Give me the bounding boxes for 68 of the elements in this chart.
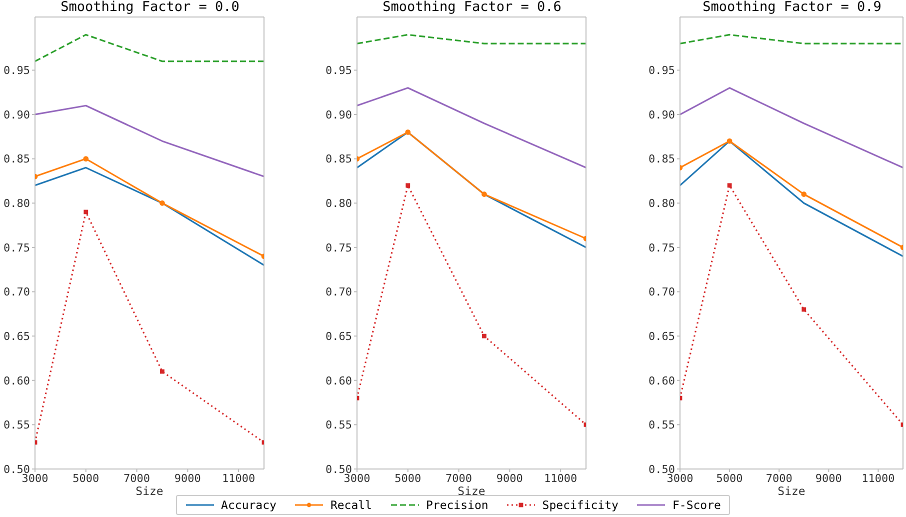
point — [160, 369, 164, 374]
point — [482, 192, 487, 197]
x-tick-label: 7000 — [124, 472, 150, 485]
x-tick-label: 11000 — [862, 472, 895, 485]
y-tick-label: 0.70 — [648, 286, 675, 299]
y-tick-label: 0.95 — [326, 64, 352, 78]
y-tick-label: 0.65 — [648, 330, 675, 343]
x-tick-label: 3000 — [344, 472, 370, 485]
y-tick-label: 0.70 — [326, 286, 352, 299]
y-tick-label: 0.55 — [648, 418, 675, 432]
y-tick-label: 0.60 — [4, 374, 30, 388]
y-tick-label: 0.85 — [648, 152, 675, 166]
x-tick-label: 11000 — [544, 472, 578, 485]
y-tick-label: 0.75 — [326, 241, 352, 254]
x-axis-title: Size — [136, 484, 164, 498]
y-tick-label: 0.85 — [4, 152, 30, 166]
point — [802, 307, 806, 312]
x-axis-title: Size — [778, 484, 806, 498]
x-tick-label: 7000 — [446, 472, 472, 485]
legend-label: Precision — [426, 498, 488, 512]
x-tick-label: 9000 — [174, 472, 201, 485]
point — [84, 210, 88, 214]
x-axis-title: Size — [458, 484, 486, 498]
point — [406, 183, 410, 188]
x-tick-label: 5000 — [72, 472, 100, 485]
x-tick-label: 9000 — [496, 472, 523, 485]
x-tick-label: 9000 — [815, 472, 842, 485]
point — [482, 334, 486, 338]
legend-label: Accuracy — [221, 498, 276, 512]
legend-label: Recall — [330, 498, 372, 512]
legend-label: Specificity — [542, 498, 618, 512]
y-tick-label: 0.65 — [4, 330, 30, 343]
x-tick-label: 11000 — [222, 472, 256, 485]
line-series — [35, 156, 264, 259]
point — [160, 200, 165, 206]
legend-label: F-Score — [672, 498, 721, 512]
y-tick-label: 0.75 — [648, 241, 675, 254]
y-tick-label: 0.80 — [648, 197, 675, 210]
y-tick-label: 0.95 — [4, 64, 30, 78]
x-tick-label: 3000 — [22, 472, 48, 485]
y-tick-label: 0.90 — [4, 108, 30, 122]
y-tick-label: 0.65 — [326, 330, 352, 343]
chart-title: Smoothing Factor = 0.0 — [60, 0, 240, 15]
y-tick-label: 0.55 — [326, 418, 352, 432]
point — [726, 138, 732, 144]
y-tick-label: 0.55 — [4, 418, 30, 432]
line-series — [35, 104, 264, 178]
x-tick-label: 5000 — [394, 472, 422, 485]
line-series — [680, 87, 903, 168]
y-tick-label: 0.60 — [326, 374, 352, 388]
y-tick-label: 0.90 — [326, 108, 352, 122]
line-series — [35, 166, 264, 266]
y-tick-label: 0.80 — [326, 197, 352, 210]
point — [801, 192, 807, 197]
y-tick-label: 0.95 — [648, 64, 675, 78]
x-tick-label: 5000 — [716, 472, 743, 485]
y-tick-label: 0.60 — [648, 374, 675, 388]
x-tick-label: 3000 — [666, 472, 694, 485]
line-series — [357, 87, 586, 168]
point — [727, 183, 732, 188]
y-tick-label: 0.85 — [326, 152, 352, 166]
y-tick-label: 0.75 — [4, 241, 30, 254]
y-tick-label: 0.80 — [4, 197, 30, 210]
y-tick-label: 0.70 — [4, 286, 30, 299]
chart-title: Smoothing Factor = 0.6 — [382, 0, 562, 15]
x-tick-label: 7000 — [766, 472, 792, 485]
y-tick-label: 0.90 — [648, 108, 675, 122]
chart-title: Smoothing Factor = 0.9 — [702, 0, 882, 15]
